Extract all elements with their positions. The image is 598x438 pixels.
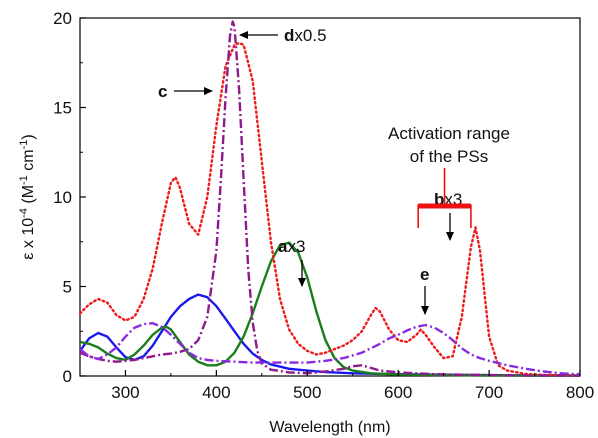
series-line-e	[79, 322, 581, 376]
x-tick-label-700: 700	[475, 383, 503, 402]
svg-text:e: e	[420, 265, 429, 284]
activation-range-line1: Activation range	[388, 124, 510, 143]
series-line-a	[79, 293, 581, 377]
annotation-b: bx3	[434, 190, 462, 241]
y-tick-label-5: 5	[63, 278, 72, 297]
activation-range-bracket	[417, 168, 472, 228]
series-line-d	[79, 20, 581, 377]
series-line-c	[78, 41, 582, 377]
annotation-a: ax3	[278, 237, 306, 287]
x-axis-title: Wavelength (nm)	[269, 419, 390, 436]
series-line-b	[79, 241, 581, 377]
plot-frame	[79, 17, 581, 377]
y-tick-label-15: 15	[53, 99, 72, 118]
series-layer	[78, 20, 582, 377]
ticks-layer: 300 400 500 600 700 800 0 5 10 15 20	[53, 9, 594, 402]
y-tick-label-20: 20	[53, 9, 72, 28]
y-axis-title: ε x 10-4 (M-1 cm-1)	[18, 134, 37, 259]
y-tick-label-10: 10	[53, 188, 72, 207]
x-tick-label-300: 300	[111, 383, 139, 402]
activation-range-line2: of the PSs	[410, 147, 488, 166]
x-tick-label-400: 400	[202, 383, 230, 402]
svg-text:ax3: ax3	[278, 237, 305, 256]
y-tick-label-0: 0	[63, 367, 72, 386]
x-tick-label-500: 500	[293, 383, 321, 402]
svg-text:dx0.5: dx0.5	[284, 26, 327, 45]
svg-text:c: c	[158, 82, 167, 101]
activation-range-annotation: Activation range of the PSs	[388, 124, 510, 228]
x-tick-label-600: 600	[384, 383, 412, 402]
annotation-e: e	[420, 265, 429, 315]
annotation-c: c	[158, 82, 213, 101]
annotation-d: dx0.5	[239, 26, 327, 45]
x-tick-label-800: 800	[566, 383, 594, 402]
